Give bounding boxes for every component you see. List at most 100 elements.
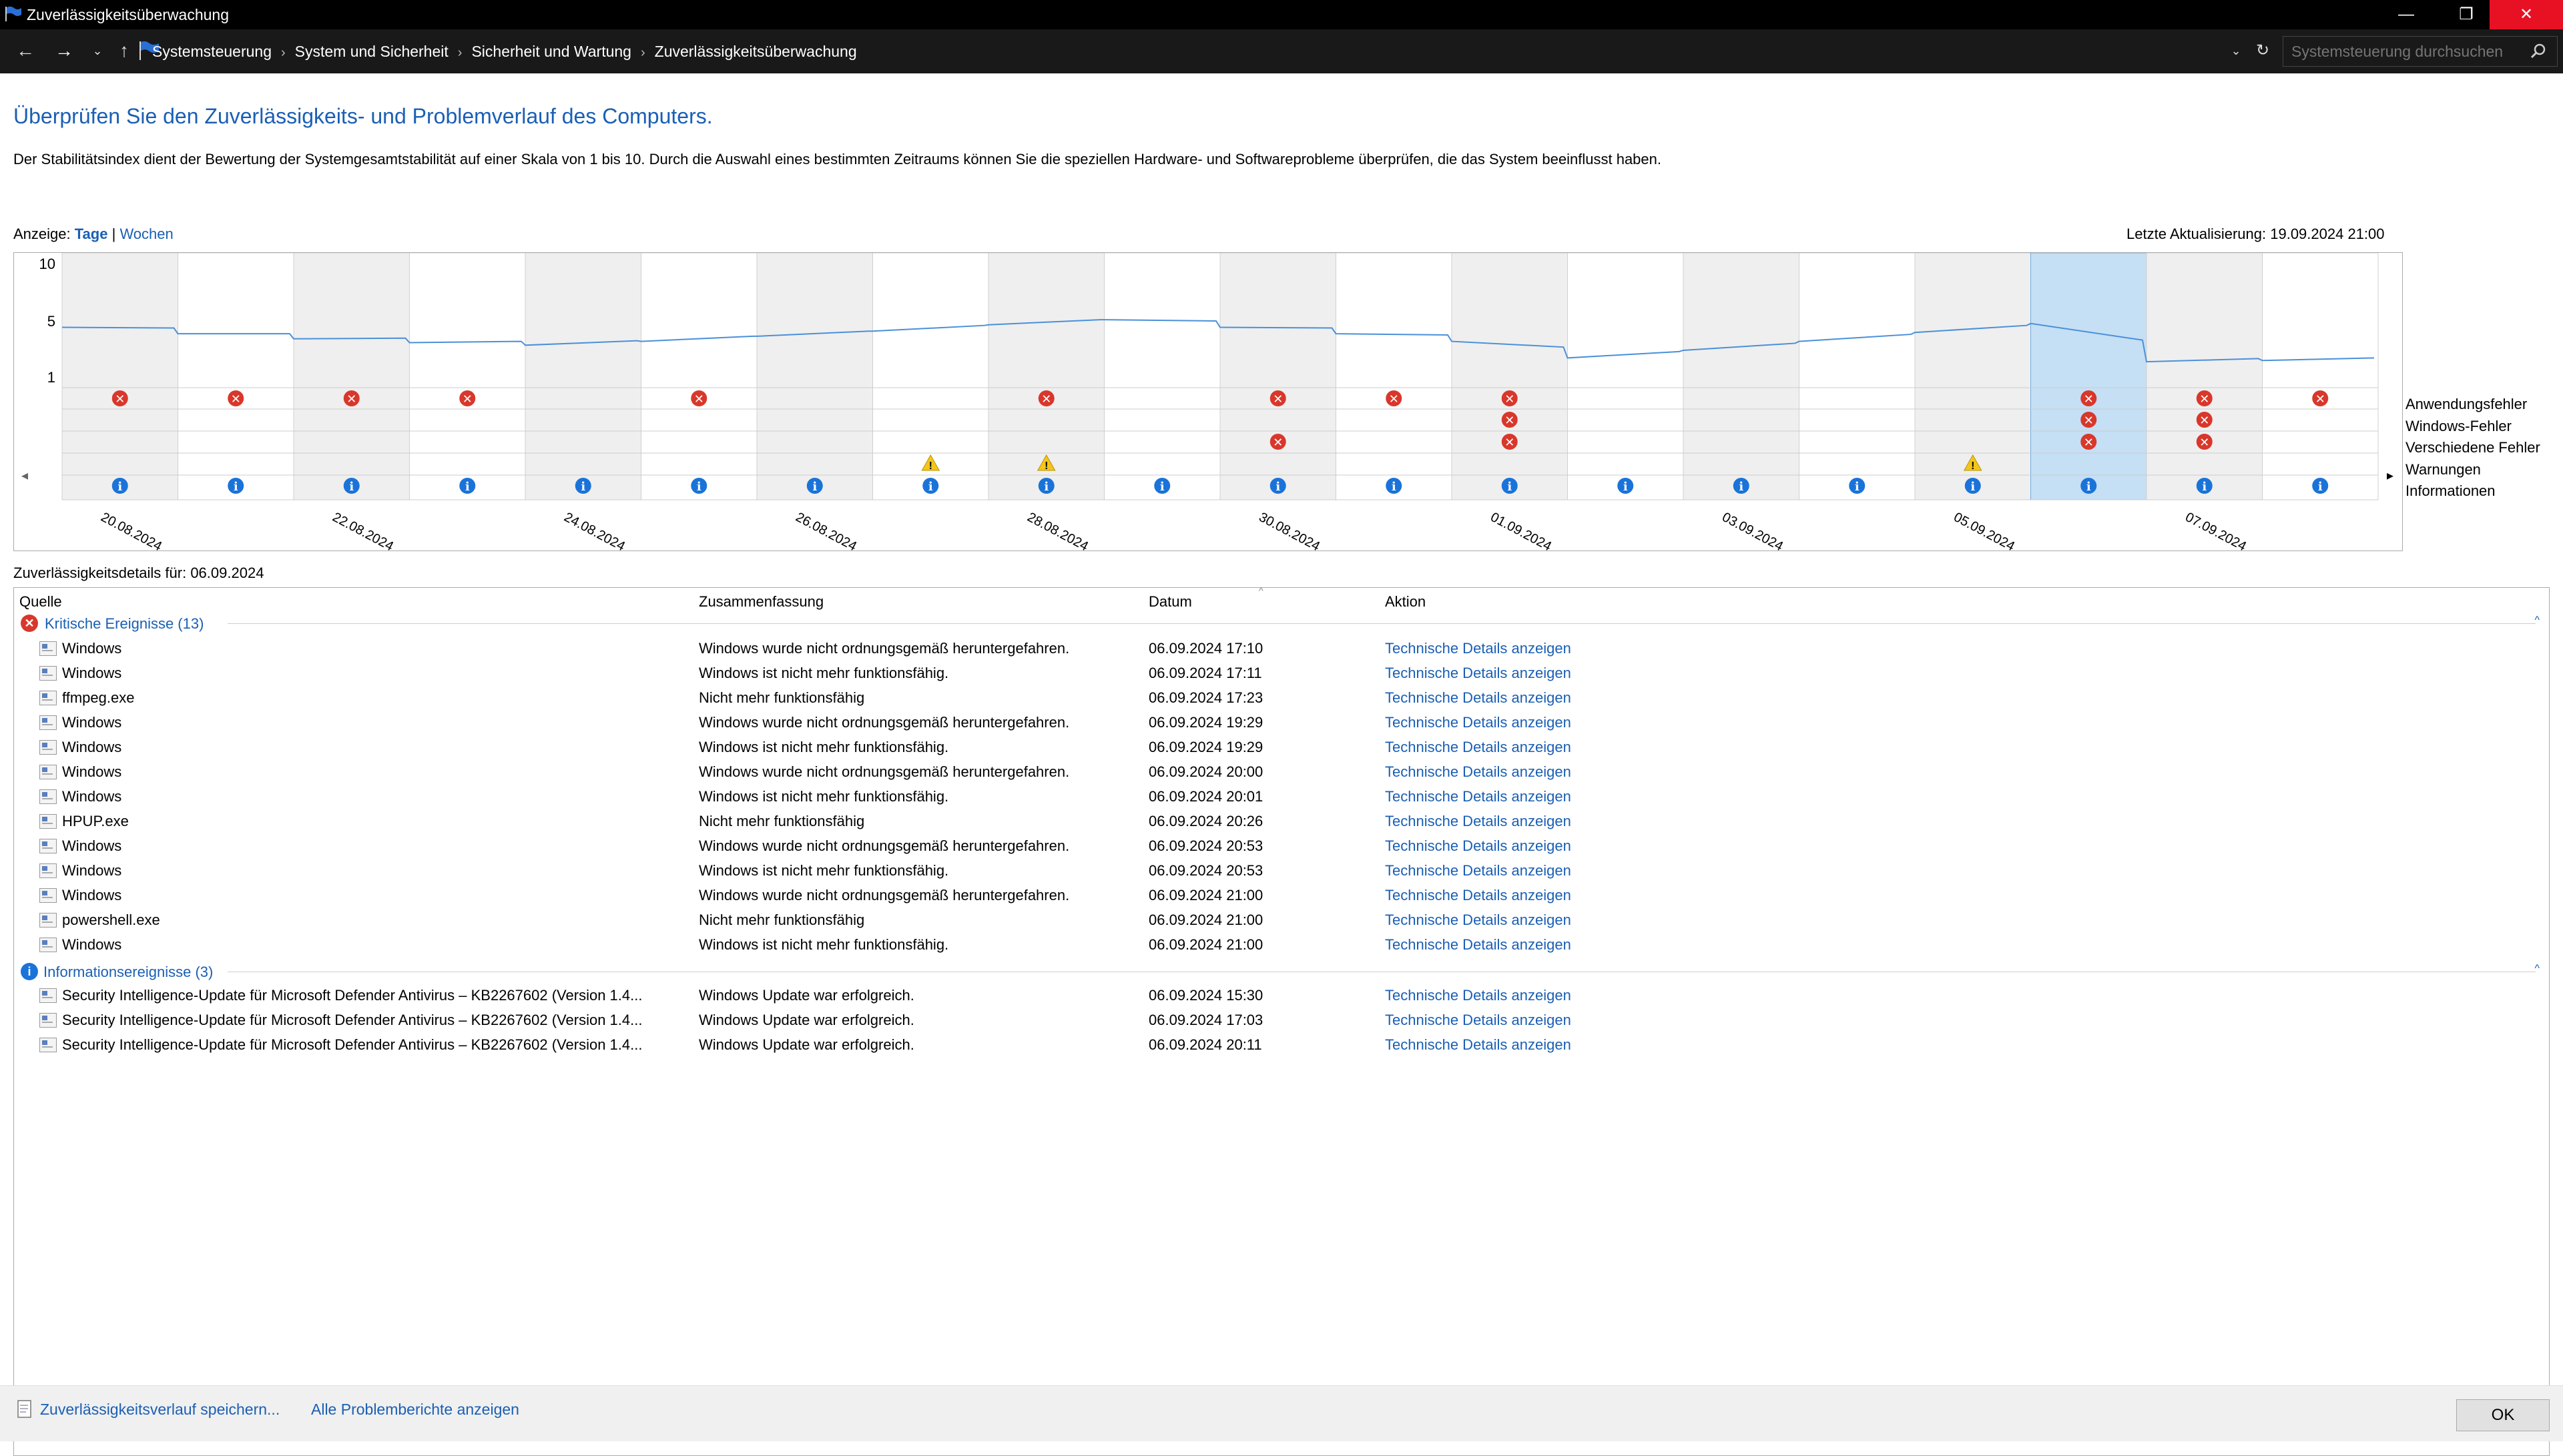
scroll-left-icon[interactable]: ◂ — [21, 468, 28, 483]
info-icon[interactable] — [1269, 478, 1286, 494]
info-events-group[interactable]: i Informationsereignisse (3) ^ — [14, 960, 2549, 983]
row-action-link[interactable]: Technische Details anzeigen — [1385, 665, 1571, 681]
table-row[interactable]: Security Intelligence-Update für Microso… — [14, 983, 2549, 1008]
search-input[interactable] — [2283, 36, 2558, 67]
critical-events-group[interactable]: ✕ Kritische Ereignisse (13) ^ — [14, 612, 2549, 635]
info-icon[interactable] — [459, 478, 476, 494]
restore-button[interactable]: ❐ — [2459, 5, 2474, 23]
info-icon[interactable] — [1733, 478, 1749, 494]
day-column-04.09[interactable] — [1799, 253, 1916, 500]
error-icon[interactable] — [2196, 390, 2213, 406]
table-row[interactable]: Windows Windows wurde nicht ordnungsgemäß… — [14, 883, 2549, 907]
warning-icon[interactable] — [1037, 454, 1056, 471]
info-icon[interactable] — [1501, 478, 1518, 494]
row-action-link[interactable]: Technische Details anzeigen — [1385, 887, 1571, 903]
info-icon[interactable] — [922, 478, 939, 494]
error-icon[interactable] — [459, 390, 476, 406]
row-action-link[interactable]: Technische Details anzeigen — [1385, 862, 1571, 879]
column-source[interactable]: Quelle — [19, 593, 62, 610]
error-icon[interactable] — [1501, 434, 1518, 450]
table-row[interactable]: powershell.exe Nicht mehr funktionsfähig 0… — [14, 907, 2549, 932]
error-icon[interactable] — [2196, 412, 2213, 428]
error-icon[interactable] — [1501, 390, 1518, 406]
row-action-link[interactable]: Technische Details anzeigen — [1385, 640, 1571, 657]
refresh-icon[interactable]: ↻ — [2255, 41, 2270, 59]
info-icon[interactable] — [2312, 478, 2329, 494]
forward-icon[interactable]: → — [55, 40, 73, 61]
scroll-right-icon[interactable]: ▸ — [2387, 468, 2393, 483]
day-column-30.08[interactable] — [1219, 253, 1336, 500]
row-action-link[interactable]: Technische Details anzeigen — [1385, 714, 1571, 731]
breadcrumb-systemsteuerung[interactable]: Systemsteuerung — [152, 43, 272, 60]
error-icon[interactable] — [2080, 412, 2097, 428]
table-row[interactable]: Security Intelligence-Update für Microso… — [14, 1008, 2549, 1032]
row-action-link[interactable]: Technische Details anzeigen — [1385, 1012, 1571, 1028]
day-column-23.08[interactable] — [409, 253, 526, 500]
info-icon[interactable] — [691, 478, 707, 494]
info-icon[interactable] — [111, 478, 128, 494]
view-weeks-link[interactable]: Wochen — [119, 226, 174, 242]
info-icon[interactable] — [343, 478, 360, 494]
error-icon[interactable] — [111, 390, 128, 406]
info-icon[interactable] — [1849, 478, 1866, 494]
all-reports-link[interactable]: Alle Problemberichte anzeigen — [311, 1401, 519, 1418]
row-action-link[interactable]: Technische Details anzeigen — [1385, 788, 1571, 805]
table-row[interactable]: Windows Windows ist nicht mehr funktionsf… — [14, 858, 2549, 883]
table-row[interactable]: Windows Windows ist nicht mehr funktionsf… — [14, 661, 2549, 685]
stability-chart[interactable]: 10 5 1 ◂ ✕ ✕ ✕ ✕ ✕ ✕ ✕ ✕ ✕ ✕ ✕ ✕ ✕ ✕ ✕ ✕ ✕ ✕ ✕!!! i i i i i i i i i i i i i… — [13, 252, 2403, 552]
day-column-26.08[interactable] — [756, 253, 873, 500]
info-icon[interactable] — [2080, 478, 2097, 494]
error-icon[interactable] — [1269, 390, 1286, 406]
day-column-29.08[interactable] — [1104, 253, 1221, 500]
error-icon[interactable] — [2312, 390, 2329, 406]
row-action-link[interactable]: Technische Details anzeigen — [1385, 912, 1571, 928]
search-icon[interactable] — [2530, 43, 2547, 60]
error-icon[interactable] — [1501, 412, 1518, 428]
breadcrumb-sicherheit-und-wartung[interactable]: Sicherheit und Wartung — [471, 43, 631, 60]
info-icon[interactable] — [1154, 478, 1171, 494]
info-icon[interactable] — [575, 478, 591, 494]
error-icon[interactable] — [1269, 434, 1286, 450]
info-icon[interactable] — [1038, 478, 1055, 494]
close-button[interactable]: ✕ — [2490, 0, 2563, 29]
table-row[interactable]: Windows Windows wurde nicht ordnungsgemäß… — [14, 710, 2549, 735]
day-column-03.09[interactable] — [1683, 253, 1799, 500]
row-action-link[interactable]: Technische Details anzeigen — [1385, 1036, 1571, 1053]
row-action-link[interactable]: Technische Details anzeigen — [1385, 739, 1571, 755]
row-action-link[interactable]: Technische Details anzeigen — [1385, 689, 1571, 706]
day-column-20.08[interactable] — [61, 253, 178, 500]
error-icon[interactable] — [2080, 390, 2097, 406]
error-icon[interactable] — [2196, 434, 2213, 450]
row-action-link[interactable]: Technische Details anzeigen — [1385, 837, 1571, 854]
day-column-07.09[interactable] — [2146, 253, 2263, 500]
view-days-link[interactable]: Tage — [74, 226, 108, 242]
warning-icon[interactable] — [921, 454, 940, 471]
column-summary[interactable]: Zusammenfassung — [699, 593, 824, 610]
row-action-link[interactable]: Technische Details anzeigen — [1385, 763, 1571, 780]
table-row[interactable]: Security Intelligence-Update für Microso… — [14, 1032, 2549, 1057]
info-icon[interactable] — [1617, 478, 1634, 494]
day-column-21.08[interactable] — [178, 253, 294, 500]
table-row[interactable]: ffmpeg.exe Nicht mehr funktionsfähig 06.09… — [14, 685, 2549, 710]
error-icon[interactable] — [2080, 434, 2097, 450]
info-icon[interactable] — [1964, 478, 1981, 494]
day-column-22.08[interactable] — [293, 253, 410, 500]
column-action[interactable]: Aktion — [1385, 593, 1426, 610]
info-icon[interactable] — [1386, 478, 1402, 494]
table-row[interactable]: Windows Windows wurde nicht ordnungsgemäß… — [14, 636, 2549, 661]
breadcrumb-zuverlaessigkeit[interactable]: Zuverlässigkeitsüberwachung — [654, 43, 857, 60]
collapse-chevron-icon[interactable]: ^ — [2534, 963, 2540, 974]
info-icon[interactable] — [806, 478, 823, 494]
error-icon[interactable] — [1386, 390, 1402, 406]
error-icon[interactable] — [691, 390, 707, 406]
column-date[interactable]: Datum — [1149, 593, 1192, 610]
table-row[interactable]: Windows Windows wurde nicht ordnungsgemäß… — [14, 759, 2549, 784]
warning-icon[interactable] — [1963, 454, 1982, 471]
day-column-24.08[interactable] — [525, 253, 641, 500]
ok-button[interactable]: OK — [2456, 1399, 2550, 1431]
table-row[interactable]: Windows Windows ist nicht mehr funktionsf… — [14, 784, 2549, 809]
address-dropdown-icon[interactable]: ⌄ — [2231, 44, 2241, 57]
row-action-link[interactable]: Technische Details anzeigen — [1385, 936, 1571, 953]
table-row[interactable]: HPUP.exe Nicht mehr funktionsfähig 06.09.2… — [14, 809, 2549, 833]
row-action-link[interactable]: Technische Details anzeigen — [1385, 813, 1571, 829]
